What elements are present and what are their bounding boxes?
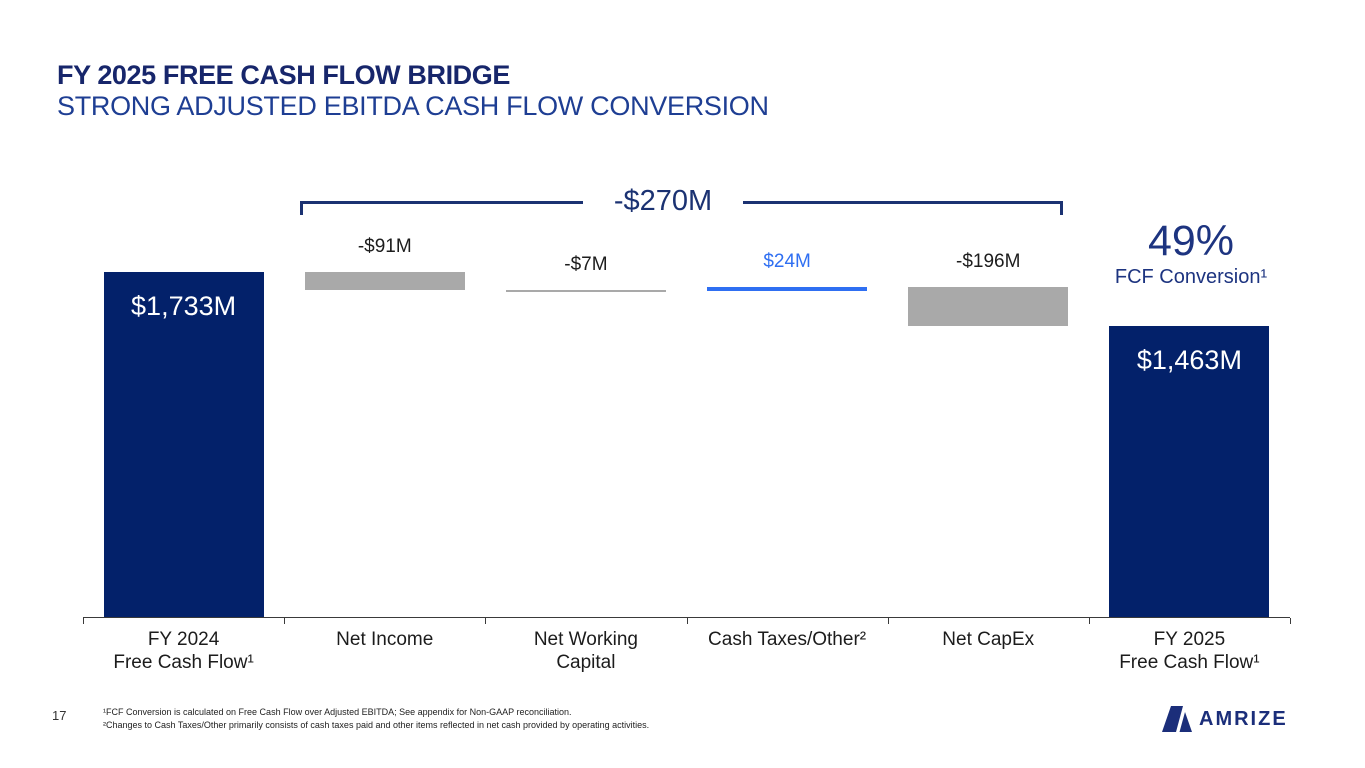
axis-label-2: Net Income — [336, 629, 434, 650]
amrize-logo: AMRIZE — [1162, 706, 1288, 732]
slide-subtitle: STRONG ADJUSTED EBITDA CASH FLOW CONVERS… — [57, 91, 769, 121]
bracket-line-right — [743, 201, 1063, 204]
amrize-logo-text: AMRIZE — [1199, 707, 1288, 730]
axis-label-1: FY 2024 Free Cash Flow¹ — [113, 629, 254, 673]
axis-tick — [284, 618, 286, 624]
bridge-bracket: -$270M — [300, 185, 1063, 217]
bar-value-label-4: $24M — [763, 250, 811, 272]
axis-tick — [887, 618, 889, 624]
bar-2 — [304, 272, 465, 291]
bar-value-label-2: -$91M — [357, 236, 412, 257]
bar-6 — [1109, 325, 1270, 617]
bar-4 — [707, 286, 868, 292]
axis-tick — [1088, 618, 1090, 624]
amrize-logo-mark-icon — [1162, 706, 1192, 732]
axis-tick — [485, 618, 487, 624]
axis-label-4: Cash Taxes/Other² — [708, 629, 867, 650]
axis-label-5: Net CapEx — [942, 629, 1035, 650]
page-number: 17 — [52, 708, 67, 723]
fcf-conversion-annotation: 49% FCF Conversion¹ — [1110, 218, 1272, 289]
axis-tick — [1290, 618, 1291, 624]
axis-tick — [83, 618, 84, 624]
bar-5 — [908, 286, 1069, 326]
bracket-line-left — [300, 201, 583, 204]
x-axis-line — [83, 617, 1290, 618]
bar-value-label-1: $1,733M — [131, 291, 237, 321]
slide-title: FY 2025 FREE CASH FLOW BRIDGE — [57, 60, 510, 90]
footnotes: ¹FCF Conversion is calculated on Free Ca… — [103, 706, 649, 732]
bar-value-label-5: -$196M — [956, 250, 1021, 272]
bar-3 — [505, 290, 666, 292]
axis-label-6: FY 2025 Free Cash Flow¹ — [1119, 629, 1260, 673]
axis-label-3: Net Working Capital — [533, 629, 638, 673]
bar-1 — [103, 272, 264, 617]
axis-tick — [686, 618, 688, 624]
footnote-1: ¹FCF Conversion is calculated on Free Ca… — [103, 707, 572, 717]
footnote-2: ²Changes to Cash Taxes/Other primarily c… — [103, 720, 650, 730]
bracket-tick-left — [300, 201, 303, 215]
bracket-tick-right — [1060, 201, 1063, 215]
fcf-conversion-percent: 49% — [1147, 217, 1235, 265]
bar-value-label-6: $1,463M — [1136, 344, 1242, 375]
bridge-total-label: -$270M — [613, 185, 713, 217]
fcf-conversion-caption: FCF Conversion¹ — [1114, 266, 1268, 288]
bar-value-label-3: -$7M — [564, 254, 608, 276]
